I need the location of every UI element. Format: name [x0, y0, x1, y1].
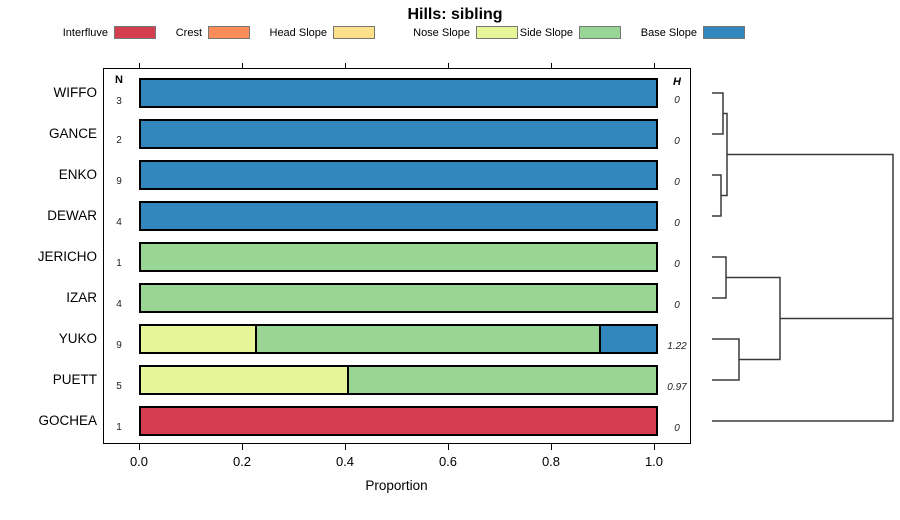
dendrogram-branches: [712, 92, 894, 422]
x-axis-tick-label: 0.4: [335, 454, 355, 469]
x-axis-tick-label: 1.0: [644, 454, 664, 469]
x-axis-tick-label: 0.8: [541, 454, 561, 469]
n-value: 1: [116, 258, 122, 269]
bar-segment-interfluve: [141, 408, 656, 434]
plot-area: [103, 68, 691, 444]
h-value: 0: [674, 136, 680, 147]
stacked-bar-dewar: [139, 201, 658, 231]
x-axis-tick: [654, 444, 655, 450]
x-axis-tick-top: [139, 63, 140, 68]
legend-label: Head Slope: [269, 26, 328, 39]
legend-item-side-slope: Side Slope: [453, 25, 621, 40]
h-value: 0: [674, 423, 680, 434]
stacked-bar-izar: [139, 283, 658, 313]
row-label-enko: ENKO: [58, 167, 97, 182]
bar-segment-nose-slope: [141, 367, 347, 393]
bar-segment-side-slope: [141, 244, 656, 270]
n-value: 2: [116, 135, 122, 146]
x-axis-title: Proportion: [365, 478, 428, 493]
x-axis-tick-label: 0.2: [232, 454, 252, 469]
chart-title: Hills: sibling: [407, 6, 503, 23]
h-column-header: H: [673, 76, 681, 88]
x-axis-tick-top: [654, 63, 655, 68]
stacked-bar-gance: [139, 119, 658, 149]
legend-item-base-slope: Base Slope: [577, 25, 745, 40]
n-value: 4: [116, 299, 122, 310]
row-label-wiffo: WIFFO: [53, 85, 98, 100]
bar-segment-base-slope: [141, 203, 656, 229]
legend-label: Nose Slope: [413, 26, 470, 39]
h-value: 0: [674, 177, 680, 188]
stacked-bar-enko: [139, 160, 658, 190]
h-value: 1.22: [667, 341, 687, 352]
x-axis-tick-top: [345, 63, 346, 68]
bar-segment-side-slope: [347, 367, 656, 393]
bar-segment-base-slope: [598, 326, 656, 352]
legend-color-swatch: [208, 26, 250, 39]
n-value: 4: [116, 217, 122, 228]
bar-segment-side-slope: [255, 326, 599, 352]
legend-label: Base Slope: [640, 26, 697, 39]
bar-segment-base-slope: [141, 162, 656, 188]
legend-label: Interfluve: [62, 26, 108, 39]
n-value: 9: [116, 340, 122, 351]
x-axis-tick-top: [551, 63, 552, 68]
n-value: 5: [116, 381, 122, 392]
legend-item-crest: Crest: [82, 25, 250, 40]
legend-label: Side Slope: [519, 26, 573, 39]
n-value: 1: [116, 422, 122, 433]
bar-segment-base-slope: [141, 80, 656, 106]
x-axis-tick-top: [448, 63, 449, 68]
legend-color-swatch: [476, 26, 518, 39]
stacked-bar-yuko: [139, 324, 658, 354]
row-label-yuko: YUKO: [58, 331, 97, 346]
x-axis-tick: [551, 444, 552, 450]
legend-color-swatch: [579, 26, 621, 39]
row-label-izar: IZAR: [66, 290, 97, 305]
x-axis-tick: [345, 444, 346, 450]
stacked-bar-puett: [139, 365, 658, 395]
n-value: 3: [116, 96, 122, 107]
row-label-gochea: GOCHEA: [38, 413, 97, 428]
bar-segment-base-slope: [141, 121, 656, 147]
row-label-puett: PUETT: [52, 372, 97, 387]
x-axis-tick: [242, 444, 243, 450]
row-label-gance: GANCE: [48, 126, 97, 141]
legend-label: Crest: [175, 26, 202, 39]
legend-item-nose-slope: Nose Slope: [350, 25, 518, 40]
stacked-bar-wiffo: [139, 78, 658, 108]
x-axis-tick-label: 0.0: [129, 454, 149, 469]
stacked-bar-gochea: [139, 406, 658, 436]
x-axis-tick-label: 0.6: [438, 454, 458, 469]
h-value: 0.97: [667, 382, 687, 393]
legend-color-swatch: [703, 26, 745, 39]
legend-item-head-slope: Head Slope: [207, 25, 375, 40]
h-value: 0: [674, 300, 680, 311]
h-value: 0: [674, 95, 680, 106]
n-column-header: N: [115, 74, 123, 86]
n-value: 9: [116, 176, 122, 187]
legend-color-swatch: [333, 26, 375, 39]
h-value: 0: [674, 218, 680, 229]
h-value: 0: [674, 259, 680, 270]
stacked-bar-jericho: [139, 242, 658, 272]
bar-segment-side-slope: [141, 285, 656, 311]
row-label-jericho: JERICHO: [37, 249, 97, 264]
legend-item-interfluve: Interfluve: [0, 25, 156, 40]
x-axis-tick: [139, 444, 140, 450]
row-label-dewar: DEWAR: [47, 208, 97, 223]
x-axis-tick: [448, 444, 449, 450]
legend-color-swatch: [114, 26, 156, 39]
bar-segment-nose-slope: [141, 326, 256, 352]
x-axis-tick-top: [242, 63, 243, 68]
